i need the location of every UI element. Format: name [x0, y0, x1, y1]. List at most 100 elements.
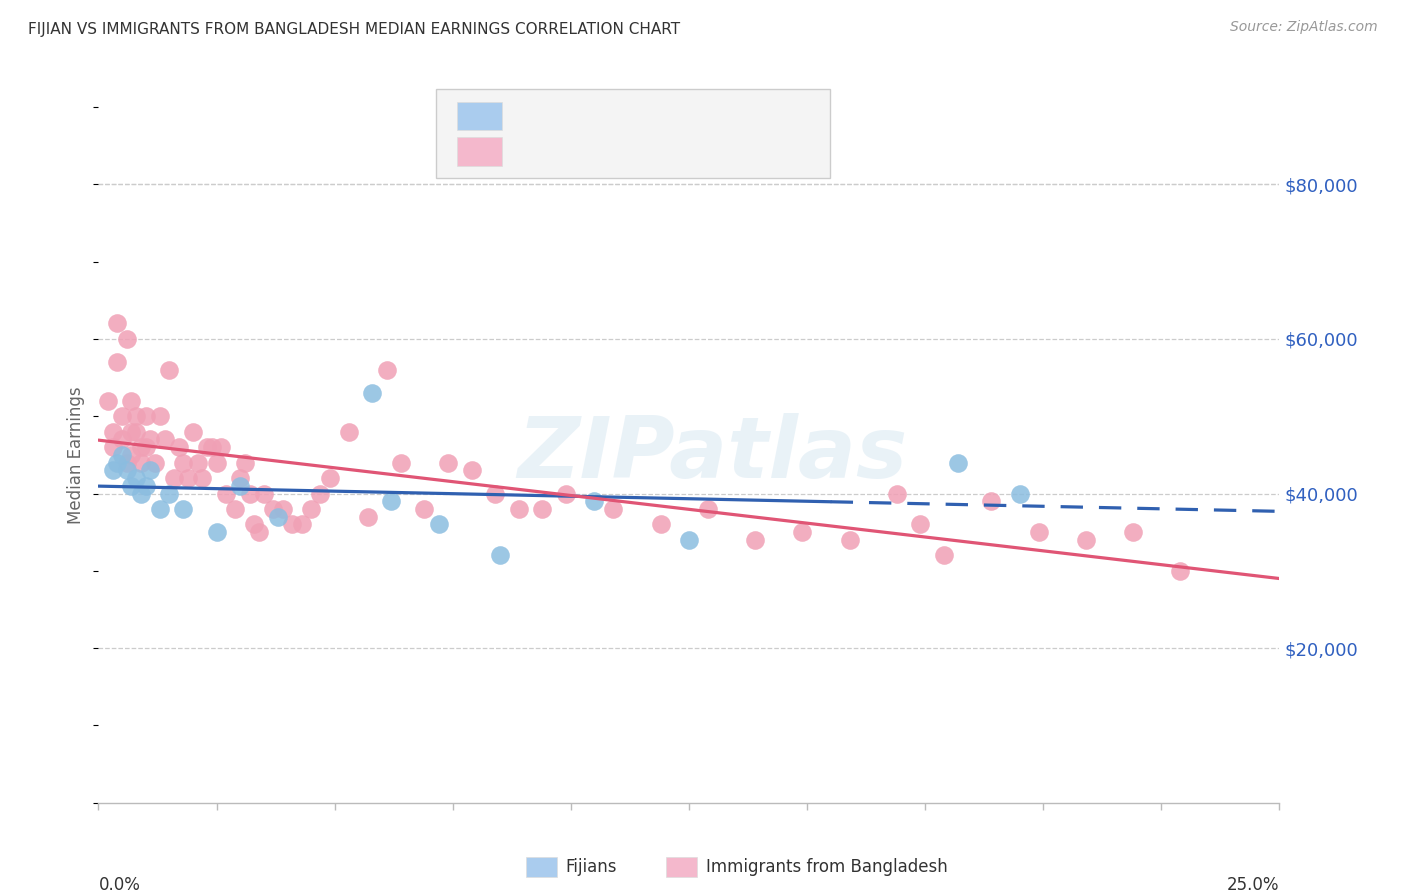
- Point: [271, 502, 294, 516]
- Point: [489, 549, 512, 563]
- Text: -0.384: -0.384: [544, 143, 609, 161]
- Point: [135, 409, 157, 424]
- Text: -0.130: -0.130: [544, 107, 609, 125]
- Point: [229, 479, 252, 493]
- Point: [143, 456, 166, 470]
- Point: [121, 393, 143, 408]
- Point: [115, 463, 138, 477]
- Point: [172, 456, 194, 470]
- Point: [650, 517, 672, 532]
- Text: N =: N =: [619, 143, 658, 161]
- Text: 25.0%: 25.0%: [1227, 876, 1279, 892]
- Point: [215, 486, 238, 500]
- Point: [678, 533, 700, 547]
- Point: [121, 479, 143, 493]
- Y-axis label: Median Earnings: Median Earnings: [67, 386, 86, 524]
- Text: Immigrants from Bangladesh: Immigrants from Bangladesh: [706, 858, 948, 876]
- Point: [910, 517, 932, 532]
- Point: [744, 533, 766, 547]
- Point: [121, 425, 143, 439]
- Point: [191, 471, 214, 485]
- Point: [105, 355, 128, 369]
- Point: [224, 502, 246, 516]
- Point: [948, 456, 970, 470]
- Point: [413, 502, 436, 516]
- Point: [177, 471, 200, 485]
- Point: [380, 494, 402, 508]
- Point: [205, 456, 228, 470]
- Point: [172, 502, 194, 516]
- Point: [163, 471, 186, 485]
- Point: [121, 448, 143, 462]
- Point: [115, 456, 138, 470]
- Text: Source: ZipAtlas.com: Source: ZipAtlas.com: [1230, 20, 1378, 34]
- Point: [555, 486, 578, 500]
- Point: [101, 440, 124, 454]
- Point: [129, 456, 152, 470]
- Text: R =: R =: [513, 143, 553, 161]
- Point: [167, 440, 190, 454]
- Point: [139, 463, 162, 477]
- Point: [201, 440, 224, 454]
- Point: [129, 440, 152, 454]
- Point: [460, 463, 482, 477]
- Point: [337, 425, 360, 439]
- Point: [427, 517, 450, 532]
- Point: [247, 525, 270, 540]
- Point: [233, 456, 256, 470]
- Point: [602, 502, 624, 516]
- Point: [129, 486, 152, 500]
- Point: [508, 502, 530, 516]
- Point: [149, 409, 172, 424]
- Point: [153, 433, 176, 447]
- Point: [531, 502, 554, 516]
- Point: [105, 456, 128, 470]
- Point: [696, 502, 718, 516]
- Point: [135, 440, 157, 454]
- Point: [980, 494, 1002, 508]
- Text: R =: R =: [513, 107, 553, 125]
- Point: [125, 409, 148, 424]
- Point: [157, 363, 180, 377]
- Point: [262, 502, 284, 516]
- Point: [115, 332, 138, 346]
- Point: [205, 525, 228, 540]
- Text: FIJIAN VS IMMIGRANTS FROM BANGLADESH MEDIAN EARNINGS CORRELATION CHART: FIJIAN VS IMMIGRANTS FROM BANGLADESH MED…: [28, 22, 681, 37]
- Point: [299, 502, 322, 516]
- Point: [101, 425, 124, 439]
- Point: [139, 433, 162, 447]
- Text: N =: N =: [619, 107, 658, 125]
- Point: [101, 463, 124, 477]
- Point: [239, 486, 262, 500]
- Point: [361, 386, 384, 401]
- Point: [1008, 486, 1031, 500]
- Text: ZIPatlas: ZIPatlas: [517, 413, 908, 497]
- Point: [229, 471, 252, 485]
- Point: [375, 363, 398, 377]
- Point: [357, 509, 380, 524]
- Point: [267, 509, 290, 524]
- Point: [838, 533, 860, 547]
- Point: [105, 317, 128, 331]
- Point: [181, 425, 204, 439]
- Point: [135, 479, 157, 493]
- Point: [437, 456, 460, 470]
- Point: [157, 486, 180, 500]
- Point: [187, 456, 209, 470]
- Point: [97, 393, 120, 408]
- Point: [125, 471, 148, 485]
- Point: [319, 471, 342, 485]
- Point: [792, 525, 814, 540]
- Point: [253, 486, 276, 500]
- Point: [583, 494, 606, 508]
- Point: [309, 486, 332, 500]
- Point: [149, 502, 172, 516]
- Point: [195, 440, 218, 454]
- Text: 0.0%: 0.0%: [98, 876, 141, 892]
- Point: [932, 549, 955, 563]
- Point: [111, 433, 134, 447]
- Point: [290, 517, 312, 532]
- Point: [1028, 525, 1050, 540]
- Point: [1168, 564, 1191, 578]
- Point: [111, 448, 134, 462]
